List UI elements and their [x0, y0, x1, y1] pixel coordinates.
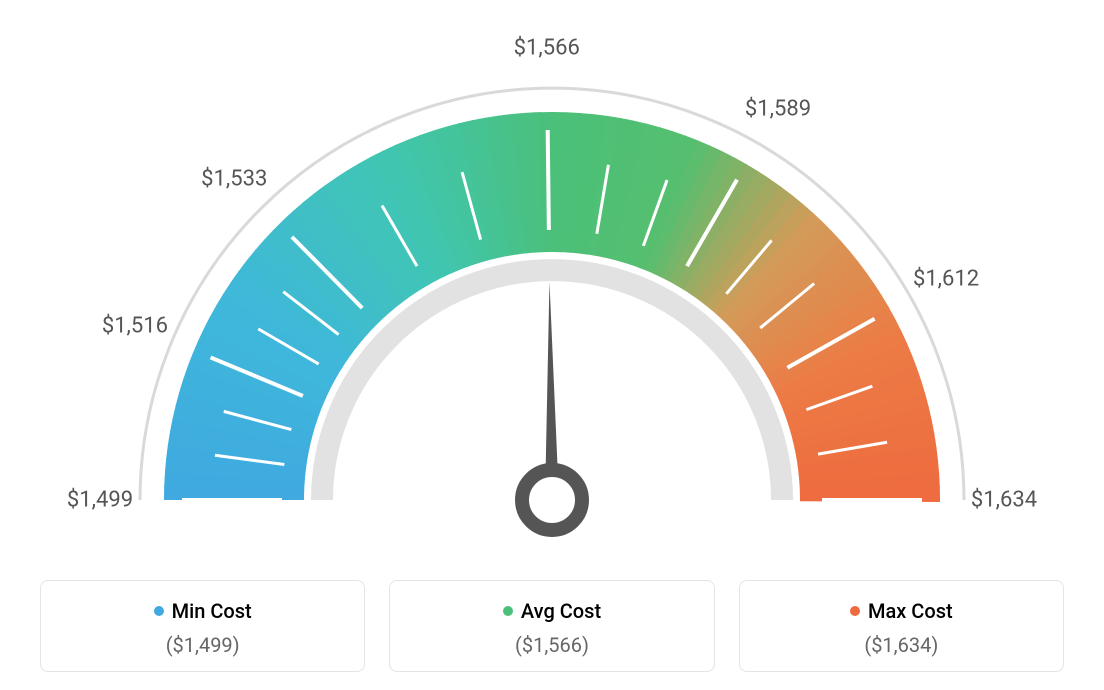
card-min: Min Cost ($1,499) — [40, 580, 365, 672]
card-avg: Avg Cost ($1,566) — [389, 580, 714, 672]
card-min-value: ($1,499) — [51, 633, 354, 657]
dot-avg — [503, 606, 513, 616]
card-avg-title: Avg Cost — [521, 599, 601, 623]
gauge-container: $1,499 $1,516 $1,533 $1,566 $1,589 $1,612 $1,6… — [0, 0, 1104, 560]
card-max-title: Max Cost — [868, 599, 953, 623]
card-max-value: ($1,634) — [750, 633, 1053, 657]
gauge-tick-label: $1,634 — [971, 488, 1037, 513]
card-avg-value: ($1,566) — [400, 633, 703, 657]
card-max: Max Cost ($1,634) — [739, 580, 1064, 672]
gauge-tick-label: $1,566 — [514, 36, 580, 61]
card-min-title-row: Min Cost — [154, 599, 252, 623]
dot-max — [850, 606, 860, 616]
card-max-title-row: Max Cost — [850, 599, 953, 623]
gauge-tick-label: $1,612 — [913, 266, 979, 291]
gauge-tick-label: $1,589 — [745, 96, 811, 121]
gauge-svg — [102, 30, 1002, 570]
gauge-tick-label: $1,499 — [67, 488, 133, 513]
legend-row: Min Cost ($1,499) Avg Cost ($1,566) Max … — [40, 580, 1064, 672]
card-avg-title-row: Avg Cost — [503, 599, 601, 623]
card-min-title: Min Cost — [172, 599, 252, 623]
gauge-tick-label: $1,516 — [102, 313, 168, 338]
dot-min — [154, 606, 164, 616]
gauge-tick-label: $1,533 — [201, 166, 267, 191]
